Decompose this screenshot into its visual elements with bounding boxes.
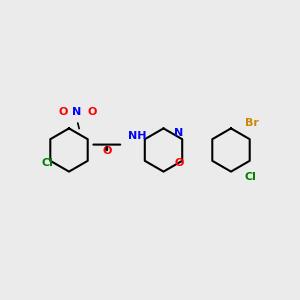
Text: N: N	[73, 107, 82, 117]
Text: Cl: Cl	[244, 172, 256, 182]
Text: O: O	[59, 107, 68, 117]
Text: O: O	[87, 107, 97, 117]
Text: N: N	[174, 128, 184, 139]
Text: O: O	[102, 146, 112, 156]
Text: Cl: Cl	[42, 158, 54, 168]
Text: NH: NH	[128, 131, 147, 141]
Text: O: O	[174, 158, 184, 168]
Text: Br: Br	[244, 118, 258, 128]
